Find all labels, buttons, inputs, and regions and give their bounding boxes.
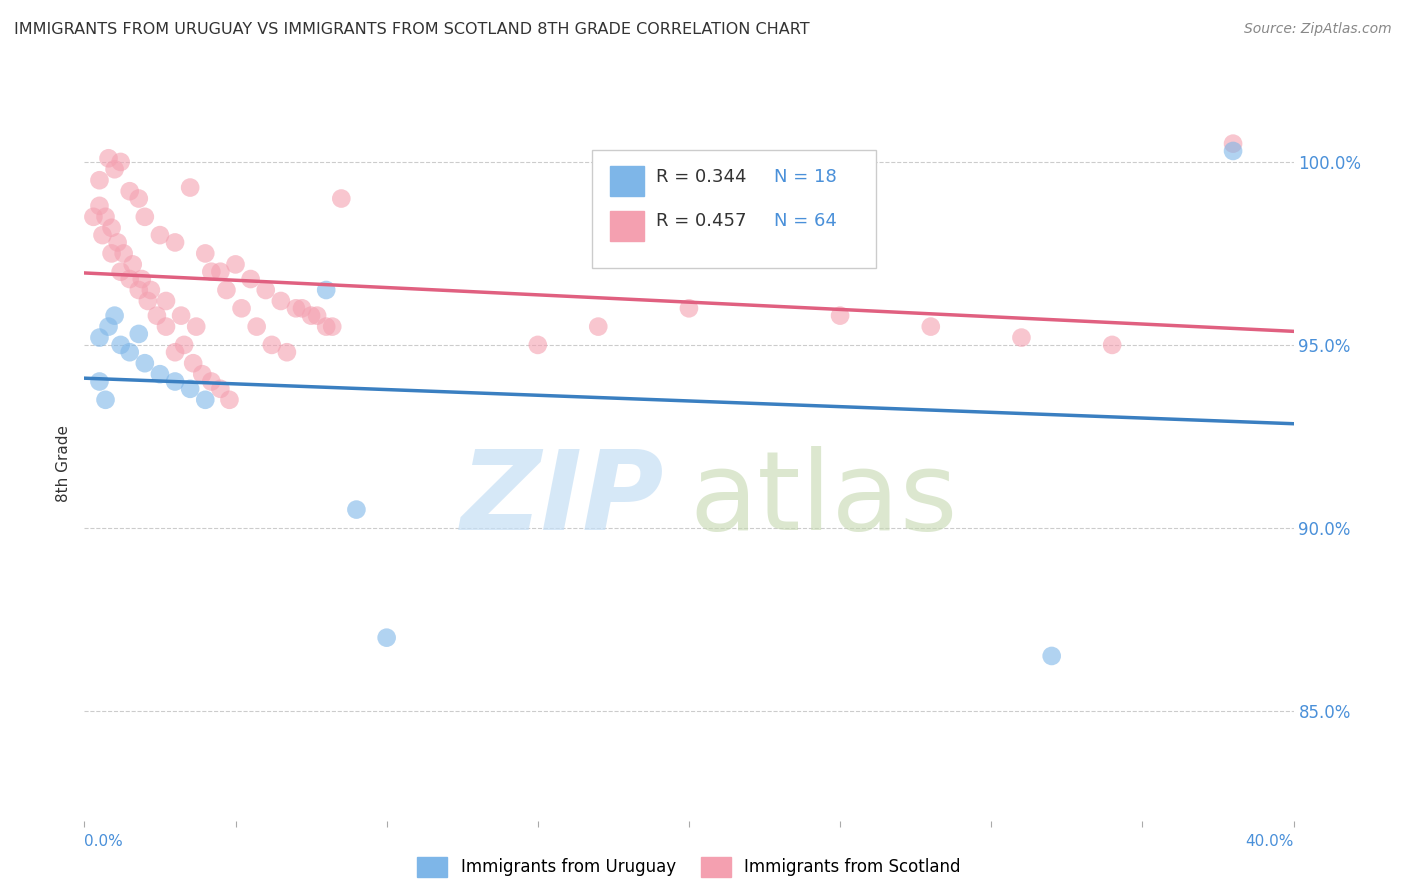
Point — [110, 338, 132, 352]
Point — [97, 151, 120, 165]
Point — [134, 356, 156, 370]
Point — [191, 367, 214, 381]
Point — [149, 367, 172, 381]
Point — [173, 338, 195, 352]
Point — [134, 210, 156, 224]
Point — [155, 293, 177, 308]
Point — [128, 326, 150, 341]
Point — [155, 319, 177, 334]
Point — [315, 319, 337, 334]
FancyBboxPatch shape — [592, 150, 876, 268]
Point — [1011, 330, 1033, 344]
Point — [89, 330, 111, 344]
Point — [254, 283, 277, 297]
Point — [321, 319, 343, 334]
Point — [118, 272, 141, 286]
Text: Source: ZipAtlas.com: Source: ZipAtlas.com — [1244, 22, 1392, 37]
Point — [588, 319, 610, 334]
Point — [94, 210, 117, 224]
Point — [104, 309, 127, 323]
Point — [239, 272, 262, 286]
Point — [110, 155, 132, 169]
Point — [225, 257, 247, 271]
Point — [1222, 144, 1244, 158]
Point — [107, 235, 129, 250]
Point — [315, 283, 337, 297]
Text: IMMIGRANTS FROM URUGUAY VS IMMIGRANTS FROM SCOTLAND 8TH GRADE CORRELATION CHART: IMMIGRANTS FROM URUGUAY VS IMMIGRANTS FR… — [14, 22, 810, 37]
Point — [94, 392, 117, 407]
Point — [218, 392, 240, 407]
Point — [920, 319, 942, 334]
Text: 0.0%: 0.0% — [84, 834, 124, 849]
Text: N = 64: N = 64 — [773, 212, 837, 230]
Text: 40.0%: 40.0% — [1246, 834, 1294, 849]
Point — [149, 228, 172, 243]
Point — [118, 345, 141, 359]
Y-axis label: 8th Grade: 8th Grade — [56, 425, 72, 502]
Point — [830, 309, 852, 323]
Point — [307, 309, 329, 323]
Point — [100, 220, 122, 235]
Point — [165, 345, 187, 359]
Point — [112, 246, 135, 260]
Point — [1040, 648, 1063, 663]
Point — [82, 210, 104, 224]
Point — [246, 319, 269, 334]
Point — [128, 192, 150, 206]
Point — [100, 246, 122, 260]
Point — [299, 309, 322, 323]
Point — [104, 162, 127, 177]
Point — [270, 293, 292, 308]
Point — [179, 382, 201, 396]
Point — [89, 375, 111, 389]
Point — [128, 283, 150, 297]
Point — [186, 319, 208, 334]
Point — [1101, 338, 1123, 352]
Point — [136, 293, 159, 308]
Point — [97, 319, 120, 334]
Point — [179, 180, 201, 194]
Point — [209, 382, 232, 396]
Bar — [610, 211, 644, 241]
Point — [375, 631, 398, 645]
Point — [118, 184, 141, 198]
Text: R = 0.457: R = 0.457 — [657, 212, 747, 230]
Point — [181, 356, 204, 370]
Point — [200, 265, 222, 279]
Point — [291, 301, 314, 316]
Point — [194, 246, 217, 260]
Point — [285, 301, 308, 316]
Point — [215, 283, 238, 297]
Point — [1222, 136, 1244, 151]
Point — [200, 375, 222, 389]
Text: ZIP: ZIP — [461, 446, 665, 553]
Point — [209, 265, 232, 279]
Point — [131, 272, 153, 286]
Text: R = 0.344: R = 0.344 — [657, 168, 747, 186]
Point — [91, 228, 114, 243]
Point — [527, 338, 550, 352]
Point — [89, 173, 111, 187]
Text: atlas: atlas — [689, 446, 957, 553]
Point — [260, 338, 283, 352]
Point — [170, 309, 193, 323]
Point — [89, 199, 111, 213]
Point — [678, 301, 700, 316]
Point — [165, 375, 187, 389]
Point — [330, 192, 353, 206]
Point — [139, 283, 162, 297]
Point — [276, 345, 298, 359]
Point — [121, 257, 143, 271]
Point — [346, 502, 368, 516]
Text: N = 18: N = 18 — [773, 168, 837, 186]
Point — [165, 235, 187, 250]
Point — [110, 265, 132, 279]
Point — [231, 301, 253, 316]
Point — [146, 309, 169, 323]
Legend: Immigrants from Uruguay, Immigrants from Scotland: Immigrants from Uruguay, Immigrants from… — [411, 850, 967, 884]
Bar — [610, 166, 644, 196]
Point — [194, 392, 217, 407]
